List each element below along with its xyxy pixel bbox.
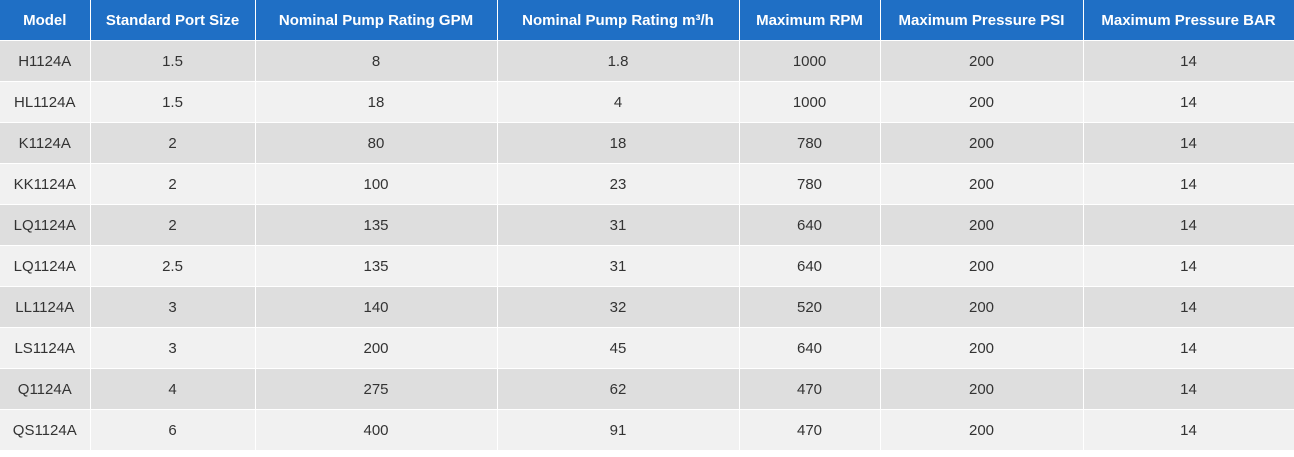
table-cell: 6 [90, 409, 256, 450]
table-cell: 200 [880, 204, 1084, 246]
table-cell: 470 [739, 409, 881, 450]
table-header: Model Standard Port Size Nominal Pump Rati… [0, 0, 1294, 41]
table-cell: 2 [90, 204, 256, 246]
table-cell: HL1124A [0, 81, 91, 123]
table-cell: 62 [497, 368, 740, 410]
header-row: Model Standard Port Size Nominal Pump Rati… [0, 0, 1294, 41]
table-row: KK1124A 2 100 23 780 200 14 [0, 163, 1294, 205]
table-cell: 275 [255, 368, 498, 410]
table-cell: LQ1124A [0, 204, 91, 246]
table-cell: 45 [497, 327, 740, 369]
table-cell: 3 [90, 327, 256, 369]
table-cell: 135 [255, 245, 498, 287]
table-row: H1124A 1.5 8 1.8 1000 200 14 [0, 40, 1294, 82]
table-cell: 2 [90, 122, 256, 164]
table-cell: 80 [255, 122, 498, 164]
header-cell: Maximum Pressure PSI [880, 0, 1084, 41]
table-cell: 640 [739, 327, 881, 369]
table-cell: 14 [1083, 245, 1294, 287]
table-cell: 14 [1083, 286, 1294, 328]
header-cell: Nominal Pump Rating m³/h [497, 0, 740, 41]
table-cell: 520 [739, 286, 881, 328]
table-row: Q1124A 4 275 62 470 200 14 [0, 368, 1294, 410]
header-cell: Maximum RPM [739, 0, 881, 41]
header-cell: Nominal Pump Rating GPM [255, 0, 498, 41]
table-cell: 200 [880, 81, 1084, 123]
table-cell: 31 [497, 245, 740, 287]
table-row: LQ1124A 2.5 135 31 640 200 14 [0, 245, 1294, 287]
table-cell: QS1124A [0, 409, 91, 450]
table-cell: 200 [880, 409, 1084, 450]
table-cell: 4 [90, 368, 256, 410]
table-cell: 14 [1083, 163, 1294, 205]
table-cell: 200 [880, 163, 1084, 205]
table-cell: K1124A [0, 122, 91, 164]
table-body: H1124A 1.5 8 1.8 1000 200 14 HL1124A 1.5 18 4 1000 2… [0, 40, 1294, 450]
table-cell: 91 [497, 409, 740, 450]
table-cell: 14 [1083, 204, 1294, 246]
table-cell: 780 [739, 122, 881, 164]
table-cell: 1.5 [90, 81, 256, 123]
table-cell: LQ1124A [0, 245, 91, 287]
table-cell: 1000 [739, 81, 881, 123]
table-cell: 780 [739, 163, 881, 205]
table-cell: 140 [255, 286, 498, 328]
table-cell: 18 [255, 81, 498, 123]
table-cell: 640 [739, 204, 881, 246]
table-cell: 400 [255, 409, 498, 450]
table-cell: 4 [497, 81, 740, 123]
table-cell: 2.5 [90, 245, 256, 287]
table-cell: 200 [880, 286, 1084, 328]
table-cell: LL1124A [0, 286, 91, 328]
table-cell: 14 [1083, 122, 1294, 164]
table-cell: 200 [880, 40, 1084, 82]
table-cell: 31 [497, 204, 740, 246]
table-cell: 200 [880, 245, 1084, 287]
table-cell: 23 [497, 163, 740, 205]
table-cell: 1000 [739, 40, 881, 82]
table-cell: 200 [255, 327, 498, 369]
table-row: LL1124A 3 140 32 520 200 14 [0, 286, 1294, 328]
header-cell: Model [0, 0, 91, 41]
table-cell: 3 [90, 286, 256, 328]
table-cell: 18 [497, 122, 740, 164]
table-cell: 8 [255, 40, 498, 82]
table-cell: 14 [1083, 368, 1294, 410]
table-row: HL1124A 1.5 18 4 1000 200 14 [0, 81, 1294, 123]
table-row: LQ1124A 2 135 31 640 200 14 [0, 204, 1294, 246]
table-cell: H1124A [0, 40, 91, 82]
table-cell: 14 [1083, 327, 1294, 369]
table-cell: KK1124A [0, 163, 91, 205]
table-cell: 200 [880, 327, 1084, 369]
header-cell: Standard Port Size [90, 0, 256, 41]
table-cell: 14 [1083, 81, 1294, 123]
table-cell: 470 [739, 368, 881, 410]
table-cell: 200 [880, 122, 1084, 164]
table-cell: 32 [497, 286, 740, 328]
table-cell: 14 [1083, 40, 1294, 82]
header-cell: Maximum Pressure BAR [1083, 0, 1294, 41]
table-cell: 2 [90, 163, 256, 205]
table-row: QS1124A 6 400 91 470 200 14 [0, 409, 1294, 450]
table-cell: LS1124A [0, 327, 91, 369]
table-cell: 100 [255, 163, 498, 205]
table-cell: 1.8 [497, 40, 740, 82]
table-cell: 200 [880, 368, 1084, 410]
table-row: LS1124A 3 200 45 640 200 14 [0, 327, 1294, 369]
table-cell: Q1124A [0, 368, 91, 410]
table-row: K1124A 2 80 18 780 200 14 [0, 122, 1294, 164]
table-cell: 14 [1083, 409, 1294, 450]
table-cell: 640 [739, 245, 881, 287]
table-cell: 1.5 [90, 40, 256, 82]
table-cell: 135 [255, 204, 498, 246]
